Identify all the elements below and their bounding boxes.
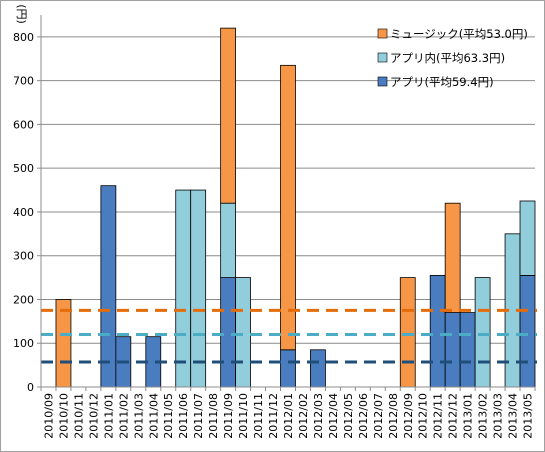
bars (55, 27, 536, 388)
bar-2013-05-series-0 (519, 274, 536, 388)
bar-2013-02-series-1 (474, 277, 491, 388)
y-tick-label-200: 200 (13, 293, 34, 306)
x-tick-label-2013-01: 2013/01 (462, 393, 475, 439)
x-tick-label-2011-09: 2011/09 (222, 393, 235, 439)
x-tick-label-2012-07: 2012/07 (372, 393, 385, 439)
y-tick-label-0: 0 (27, 381, 34, 394)
bar-2012-01-series-2 (280, 64, 296, 351)
legend-label-2: アプリ(平均59.4円) (390, 75, 494, 89)
x-tick-label-2012-10: 2012/10 (417, 393, 430, 439)
x-tick-label-2012-11: 2012/11 (432, 393, 445, 439)
legend-swatch-2 (377, 76, 388, 87)
bar-2012-03-series-0 (310, 349, 326, 388)
x-tick-label-2011-04: 2011/04 (147, 393, 160, 439)
x-tick-label-2012-04: 2012/04 (327, 393, 340, 439)
x-tick-label-2012-09: 2012/09 (402, 393, 415, 439)
bar-2011-09-series-2 (220, 27, 237, 204)
x-tick-label-2011-07: 2011/07 (192, 393, 205, 439)
x-tick-label-2011-05: 2011/05 (162, 393, 175, 439)
x-tick-label-2012-03: 2012/03 (312, 393, 325, 439)
y-tick-label-800: 800 (13, 31, 34, 44)
x-tick-label-2012-05: 2012/05 (342, 393, 355, 439)
x-tick-label-2011-03: 2011/03 (132, 393, 145, 439)
bar-2012-11-series-0 (429, 274, 446, 388)
average-lines (41, 308, 537, 364)
y-tick-label-100: 100 (13, 337, 34, 350)
x-tick-label-2010-09: 2010/09 (42, 393, 55, 439)
legend: ミュージック(平均53.0円) アプリ内(平均63.3円) アプリ(平均59.4円) (377, 27, 528, 89)
bar-2013-01-series-0 (459, 312, 476, 388)
bar-2011-10-series-1 (235, 277, 251, 388)
legend-label-0: ミュージック(平均53.0円) (390, 27, 528, 41)
axes (37, 15, 536, 391)
bar-2010-10-series-2 (55, 299, 72, 388)
bar-2011-01-series-0 (100, 185, 117, 388)
x-tick-label-2011-12: 2011/12 (267, 393, 280, 439)
bar-2011-07-series-1 (190, 189, 207, 388)
x-tick-label-2013-03: 2013/03 (492, 393, 505, 439)
x-tick-label-2012-08: 2012/08 (387, 393, 400, 439)
x-tick-label-2012-02: 2012/02 (297, 393, 310, 439)
x-tick-label-2013-05: 2013/05 (522, 393, 535, 439)
y-tick-label-700: 700 (13, 75, 34, 88)
y-tick-label-600: 600 (13, 118, 34, 131)
bar-2013-05-series-1 (519, 200, 536, 276)
bar-2012-01-series-0 (280, 349, 296, 388)
x-tick-label-2011-08: 2011/08 (207, 393, 220, 439)
x-tick-label-2011-11: 2011/11 (252, 393, 265, 439)
x-tick-label-2012-12: 2012/12 (447, 393, 460, 439)
bar-2012-09-series-2 (399, 277, 416, 388)
bar-2011-09-series-1 (220, 202, 237, 278)
bar-2011-06-series-1 (175, 189, 192, 388)
x-tick-label-2010-10: 2010/10 (57, 393, 70, 439)
bar-2011-09-series-0 (220, 277, 237, 388)
legend-swatch-0 (377, 28, 388, 39)
legend-swatch-1 (377, 52, 388, 63)
x-tick-label-2011-01: 2011/01 (102, 393, 115, 439)
x-tick-label-2010-11: 2010/11 (72, 393, 85, 439)
bar-2012-12-series-2 (444, 202, 461, 313)
bar-2012-12-series-0 (444, 312, 461, 388)
y-tick-label-400: 400 (13, 206, 34, 219)
x-tick-label-2013-02: 2013/02 (477, 393, 490, 439)
unit-label: (円) (15, 4, 28, 24)
y-tick-labels: 0 100 200 300 400 500 600 700 800 (13, 31, 34, 394)
x-tick-label-2012-06: 2012/06 (357, 393, 370, 439)
x-tick-label-2011-10: 2011/10 (237, 393, 250, 439)
y-tick-label-300: 300 (13, 250, 34, 263)
x-tick-label-2010-12: 2010/12 (87, 393, 100, 439)
x-tick-label-2013-04: 2013/04 (507, 393, 520, 439)
x-tick-label-2012-01: 2012/01 (282, 393, 295, 439)
x-tick-labels: 2010/09 2010/10 2010/11 2010/12 2011/01 2011/… (42, 393, 534, 439)
y-tick-label-500: 500 (13, 162, 34, 175)
x-tick-label-2011-06: 2011/06 (177, 393, 190, 439)
x-tick-label-2011-02: 2011/02 (117, 393, 130, 439)
legend-label-1: アプリ内(平均63.3円) (390, 51, 505, 65)
